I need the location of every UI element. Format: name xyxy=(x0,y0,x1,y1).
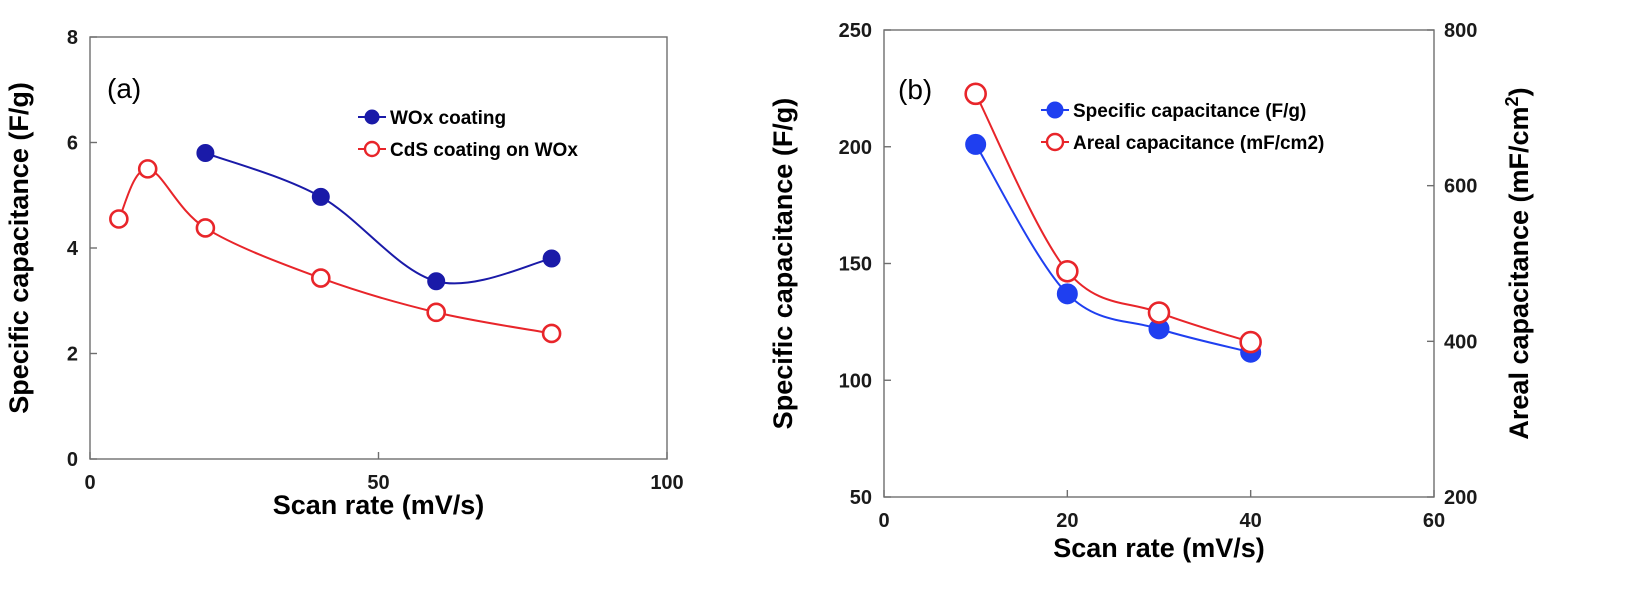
legend-marker xyxy=(363,140,381,158)
panel-label: (b) xyxy=(898,74,932,105)
y2-axis-label-superscript: 2 xyxy=(1502,96,1522,106)
data-point xyxy=(310,268,331,288)
y-tick-label: 8 xyxy=(67,27,78,49)
y2-tick-label: 400 xyxy=(1444,331,1477,353)
y2-axis-label-close: ) xyxy=(1504,87,1534,96)
x-tick-label: 0 xyxy=(878,510,889,532)
series-line xyxy=(117,167,552,335)
y2-axis-label: Areal capacitance (mF/cm2) xyxy=(1502,87,1534,439)
data-point xyxy=(109,209,129,229)
plot-frame xyxy=(89,36,668,460)
data-point xyxy=(311,187,330,206)
y2-axis-label-text: Areal capacitance (mF/cm xyxy=(1504,106,1534,439)
y-tick-label: 4 xyxy=(67,238,79,260)
x-tick-label: 50 xyxy=(367,472,389,494)
y2-tick-label: 200 xyxy=(1444,487,1477,509)
series-line xyxy=(974,143,1251,354)
legend-label: Specific capacitance (F/g) xyxy=(1073,101,1306,122)
x-axis-label: Scan rate (mV/s) xyxy=(273,490,485,520)
series-0 xyxy=(196,144,561,291)
data-point xyxy=(542,249,561,268)
y2-tick-label: 800 xyxy=(1444,20,1477,42)
data-point xyxy=(1056,283,1078,305)
legend-marker xyxy=(1046,101,1064,119)
data-point xyxy=(137,159,158,179)
data-point xyxy=(1239,330,1262,354)
y-tick-label: 250 xyxy=(839,20,872,42)
data-point xyxy=(427,272,446,291)
y-axis-label: Specific capacitance (F/g) xyxy=(768,98,798,430)
data-point xyxy=(196,144,215,163)
data-point xyxy=(1056,259,1079,283)
x-axis-label: Scan rate (mV/s) xyxy=(1053,533,1265,563)
data-point xyxy=(1147,301,1171,324)
chart-panel-b: 0 20 40 60 50 100 150 200 250 200 400 600 800 Scan ra… xyxy=(768,20,1534,563)
data-point xyxy=(426,302,447,323)
x-tick-label: 100 xyxy=(650,472,683,494)
y-tick-label: 100 xyxy=(839,370,872,392)
y-tick-label: 2 xyxy=(67,344,78,366)
data-point xyxy=(964,82,987,106)
legend-label: Areal capacitance (mF/cm2) xyxy=(1073,133,1324,154)
series-1 xyxy=(109,159,562,344)
series-line xyxy=(974,93,1251,344)
legend-label: WOx coating xyxy=(390,108,506,129)
series-line xyxy=(205,152,552,285)
y2-tick-label: 600 xyxy=(1444,176,1477,198)
x-tick-label: 20 xyxy=(1056,510,1078,532)
series-1 xyxy=(964,82,1262,354)
y-tick-label: 0 xyxy=(67,449,78,471)
data-point xyxy=(195,218,216,238)
legend-marker xyxy=(364,109,380,125)
x-tick-label: 60 xyxy=(1423,510,1445,532)
y-tick-label: 50 xyxy=(850,487,872,509)
y-tick-label: 6 xyxy=(67,133,78,155)
y-tick-label: 200 xyxy=(839,137,872,159)
y-axis-label: Specific capacitance (F/g) xyxy=(4,82,34,414)
data-point xyxy=(965,133,987,155)
x-tick-label: 0 xyxy=(84,472,95,494)
chart-panel-a: 0 50 100 0 2 4 6 8 Scan rate (mV/s) Specific capa… xyxy=(4,27,684,520)
legend-label: CdS coating on WOx xyxy=(390,140,578,161)
legend-marker xyxy=(1045,132,1065,152)
data-point xyxy=(541,323,562,344)
y-tick-label: 150 xyxy=(839,254,872,276)
x-tick-label: 40 xyxy=(1240,510,1262,532)
panel-label: (a) xyxy=(107,73,141,104)
